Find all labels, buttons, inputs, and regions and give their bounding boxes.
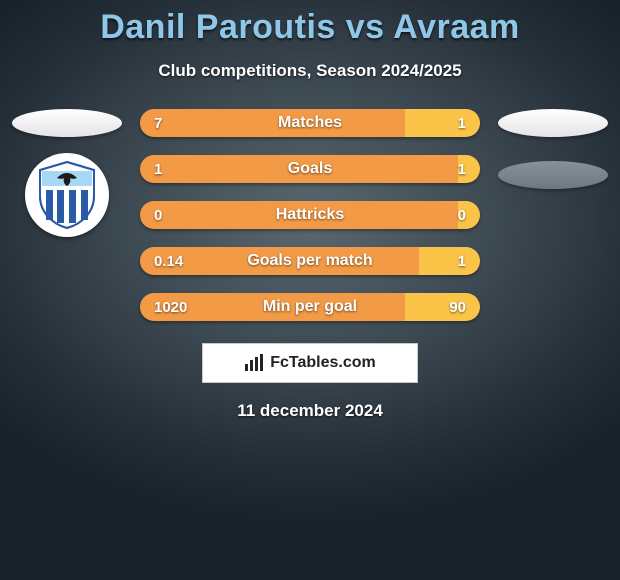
stat-left-val: 1020	[154, 299, 187, 316]
brand-box: FcTables.com	[202, 343, 418, 383]
stat-left-seg: 1020	[140, 293, 405, 321]
stat-left-seg: 0.14	[140, 247, 419, 275]
right-player-col	[498, 109, 608, 189]
bar-chart-icon	[244, 354, 264, 372]
club-shield-icon	[36, 160, 98, 230]
player-oval-right-2	[498, 161, 608, 189]
stat-right-val: 1	[458, 253, 466, 270]
player-oval-right-1	[498, 109, 608, 137]
stat-right-seg: 0	[458, 201, 480, 229]
stat-left-seg: 1	[140, 155, 458, 183]
stat-row: 0 0 Hattricks	[140, 201, 480, 229]
stat-right-val: 1	[458, 115, 466, 132]
left-player-col	[12, 109, 122, 237]
stat-right-val: 0	[458, 207, 466, 224]
stat-right-seg: 1	[458, 155, 480, 183]
stat-row: 1020 90 Min per goal	[140, 293, 480, 321]
brand-text: FcTables.com	[270, 354, 376, 372]
stat-row: 7 1 Matches	[140, 109, 480, 137]
subtitle: Club competitions, Season 2024/2025	[0, 61, 620, 81]
stat-row: 1 1 Goals	[140, 155, 480, 183]
stat-left-val: 0	[154, 207, 162, 224]
stat-left-seg: 0	[140, 201, 458, 229]
stat-right-val: 1	[458, 161, 466, 178]
stat-left-seg: 7	[140, 109, 405, 137]
page-title: Danil Paroutis vs Avraam	[0, 0, 620, 47]
stat-right-seg: 1	[405, 109, 480, 137]
date-text: 11 december 2024	[0, 401, 620, 421]
stats-bars: 7 1 Matches 1 1 Goals 0 0 Hattricks 0.14…	[140, 109, 480, 321]
stat-right-seg: 1	[419, 247, 480, 275]
stat-left-val: 1	[154, 161, 162, 178]
stat-right-val: 90	[449, 299, 466, 316]
player-oval-left	[12, 109, 122, 137]
club-badge	[25, 153, 109, 237]
stat-right-seg: 90	[405, 293, 480, 321]
stat-row: 0.14 1 Goals per match	[140, 247, 480, 275]
stat-left-val: 7	[154, 115, 162, 132]
stat-left-val: 0.14	[154, 253, 183, 270]
